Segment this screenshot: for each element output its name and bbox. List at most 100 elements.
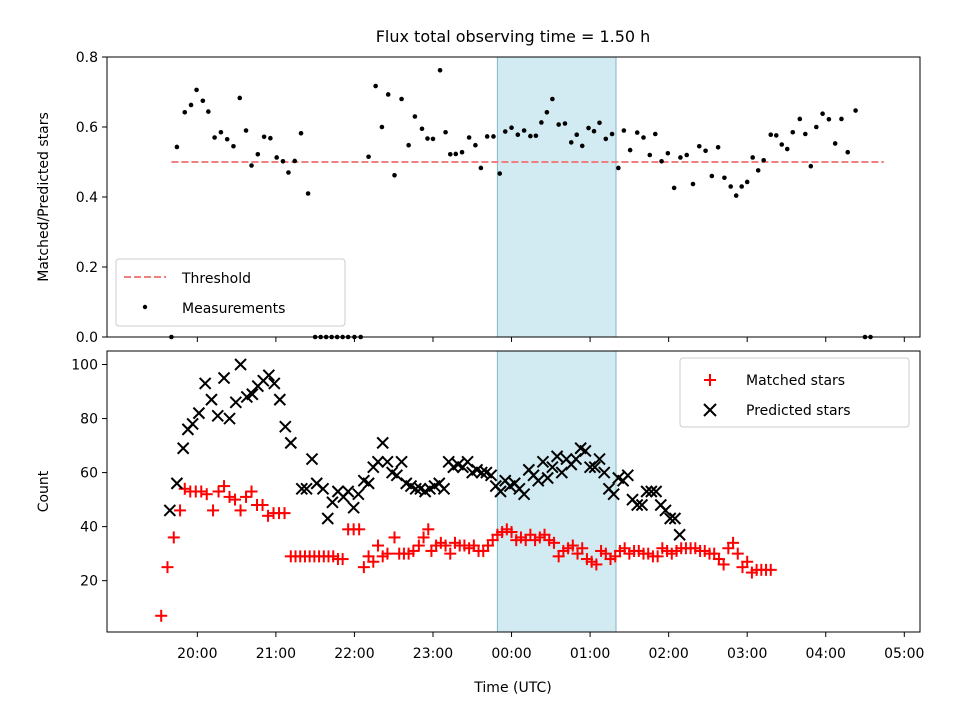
measurement-point — [515, 132, 521, 137]
predicted-star-point — [234, 358, 247, 371]
measurement-point — [255, 152, 261, 157]
x-tick-label: 01:00 — [570, 646, 610, 662]
matched-star-point — [505, 526, 518, 539]
measurement-point — [773, 133, 779, 138]
x-axis-ticks — [196, 337, 905, 342]
measurement-point — [768, 132, 774, 137]
predicted-star-point — [279, 420, 292, 433]
measurement-point — [709, 173, 715, 179]
y-axis-ticks: 0.0 0.2 0.4 0.6 0.8 — [76, 50, 107, 346]
measurement-point — [678, 155, 683, 160]
measurement-point — [597, 120, 602, 126]
predicted-star-point — [475, 466, 488, 479]
predicted-star-point — [409, 482, 422, 496]
measurement-point — [641, 135, 646, 140]
measurement-point — [453, 151, 459, 157]
predicted-star-point — [546, 460, 559, 474]
measurement-point — [521, 128, 527, 133]
measurement-point — [430, 136, 436, 142]
measurement-point — [808, 163, 814, 169]
measurement-point — [728, 184, 733, 189]
predicted-star-point — [211, 409, 224, 423]
matched-star-point — [388, 531, 401, 544]
predicted-star-point — [371, 455, 385, 468]
measurement-point — [733, 193, 739, 198]
matched-star-point — [207, 504, 220, 517]
predicted-star-point — [186, 417, 199, 431]
matched-star-point — [353, 523, 366, 536]
measurement-point — [820, 111, 825, 116]
predicted-star-point — [631, 498, 644, 512]
predicted-star-point — [598, 466, 611, 479]
measurement-point — [755, 168, 761, 173]
plot-frame — [106, 56, 921, 338]
predicted-star-point — [593, 452, 606, 466]
y-tick-label: 0.6 — [76, 120, 98, 136]
measurement-point — [659, 159, 664, 164]
x-tick-label: 23:00 — [413, 646, 453, 662]
ratio-panel: 0.00.20.40.60.8 Matched/Predicted stars … — [36, 50, 921, 346]
measurement-point — [761, 157, 766, 163]
x-tick-label: 04:00 — [806, 646, 846, 662]
matched-star-point — [178, 482, 191, 495]
measurement-point — [174, 144, 180, 150]
measurement-point — [231, 143, 236, 149]
predicted-star-point — [295, 482, 309, 496]
matched-star-point — [223, 490, 236, 503]
x-tick-label: 03:00 — [727, 646, 767, 662]
predicted-star-point — [607, 487, 620, 501]
measurement-point — [385, 92, 391, 97]
measurement-point — [803, 131, 808, 137]
legend: Threshold Measurements — [115, 258, 346, 327]
predicted-star-point — [550, 450, 564, 463]
measurement-point — [539, 120, 544, 125]
measurement-point — [305, 191, 311, 196]
measurement-point — [790, 129, 796, 135]
measurement-point — [224, 136, 230, 142]
measurement-point — [562, 121, 568, 126]
matched-star-point — [155, 609, 168, 622]
predicted-star-point — [352, 487, 365, 501]
matched-star-point — [245, 485, 258, 498]
matched-star-point — [590, 558, 603, 571]
measurement-point — [437, 68, 443, 73]
measurement-point — [298, 131, 304, 136]
predicted-star-point — [170, 477, 184, 490]
measurement-point — [533, 133, 539, 139]
measurement-point — [544, 110, 550, 115]
predicted-star-point — [536, 455, 550, 468]
measurement-point — [459, 149, 465, 155]
measurement-point — [550, 96, 555, 102]
measurement-point — [853, 108, 858, 113]
x-tick-label: 22:00 — [334, 646, 374, 662]
measurement-point — [280, 159, 286, 164]
matched-star-point — [412, 539, 425, 552]
matched-star-point — [262, 509, 275, 522]
measurement-point — [392, 173, 397, 178]
predicted-star-point — [347, 501, 360, 514]
measurement-point — [478, 165, 484, 171]
measurement-point — [739, 184, 744, 189]
measurement-point — [744, 179, 750, 185]
measurement-point — [696, 143, 702, 149]
predicted-star-point — [316, 482, 330, 496]
measurement-point — [797, 116, 803, 122]
matched-star-point — [212, 485, 225, 498]
matched-star-point — [764, 563, 777, 576]
measurement-point — [784, 146, 790, 152]
measurement-point — [722, 175, 727, 181]
predicted-star-point — [326, 496, 339, 509]
plot-frame — [106, 350, 921, 633]
measurement-point — [652, 131, 658, 137]
measurement-point — [509, 125, 514, 130]
predicted-star-point — [268, 377, 281, 390]
measurement-point — [627, 147, 633, 153]
measurement-point — [466, 135, 472, 140]
y-axis-ticks: 20 40 60 80 100 — [71, 358, 107, 590]
predicted-star-point — [381, 455, 394, 468]
matched-star-point — [167, 531, 180, 544]
measurement-point — [750, 155, 755, 160]
measurement-point — [373, 83, 378, 89]
matched-star-point — [240, 490, 253, 503]
